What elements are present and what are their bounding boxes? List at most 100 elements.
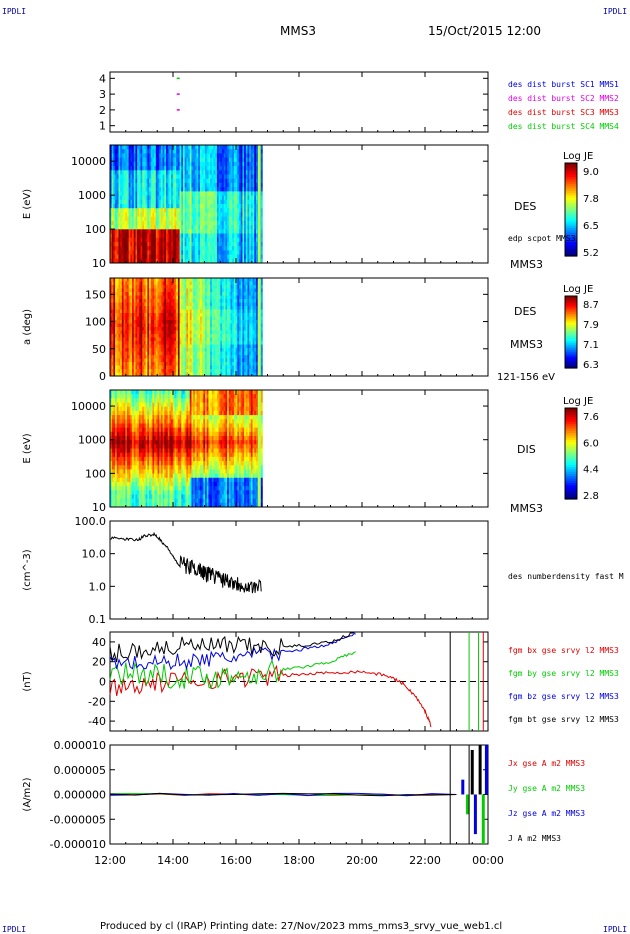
spectrogram-cell — [137, 195, 140, 201]
spectrogram-cell — [164, 199, 167, 205]
y-tick-label: 1 — [99, 120, 106, 133]
spectrogram-cell — [120, 149, 123, 154]
spectrogram-cell — [157, 199, 160, 205]
spectrogram-cell — [110, 233, 113, 239]
spectrogram-cell — [159, 174, 162, 180]
spectrogram-cell — [157, 182, 160, 188]
spectrogram-cell — [152, 149, 155, 154]
spectrogram-cell — [125, 229, 128, 234]
spectrogram-cell — [137, 246, 140, 251]
spectrogram-cell — [123, 161, 126, 167]
spectrogram-cell — [121, 246, 125, 251]
spectrogram-cell — [115, 241, 118, 247]
spectrogram-cell — [120, 233, 123, 239]
spectrogram-cell — [132, 153, 135, 159]
spectrogram-cell — [138, 195, 142, 201]
spectrogram-cell — [120, 187, 123, 192]
spectrogram-cell — [149, 204, 152, 209]
spectrogram-cell — [159, 250, 162, 256]
spectrogram-cell — [154, 220, 157, 226]
spectrogram-cell — [123, 246, 126, 251]
spectrogram-cell — [121, 220, 125, 226]
spectrogram-cell — [123, 216, 126, 222]
spectrogram-cell — [132, 149, 135, 154]
spectrogram-cell — [142, 149, 145, 154]
spectrogram-cell — [132, 246, 135, 251]
spectrogram-cell — [135, 191, 138, 197]
spectrogram-cell — [111, 237, 114, 243]
spectrogram-cell — [125, 195, 128, 201]
spectrogram-cell — [160, 153, 164, 159]
spectrogram-cell — [152, 216, 155, 222]
spectrogram-cell — [126, 246, 130, 251]
spectrogram-cell — [115, 166, 118, 171]
colorbar-tick-label: 6.5 — [583, 221, 599, 232]
spectrogram-cell — [132, 258, 135, 264]
spectrogram-cell — [137, 170, 140, 175]
spectrogram-cell — [140, 233, 143, 239]
spectrogram-cell — [110, 246, 113, 251]
spectrogram-cell — [147, 149, 150, 154]
spectrogram-cell — [157, 220, 160, 226]
spectrogram-cell — [159, 204, 162, 209]
spectrogram-cell — [155, 170, 159, 175]
spectrogram-cell — [123, 153, 126, 159]
data-edge-strip — [257, 145, 261, 263]
spectrogram-cell — [128, 157, 131, 163]
spectrogram-cell — [110, 212, 113, 218]
spectrogram-cell — [133, 182, 136, 188]
spectrogram-cell — [130, 170, 133, 175]
spectrogram-cell — [120, 258, 123, 264]
spectrogram-cell — [154, 182, 157, 188]
spectrogram-cell — [113, 161, 116, 167]
spectrogram-cell — [118, 166, 121, 171]
spectrogram-cell — [157, 258, 160, 264]
spectrogram-cell — [159, 208, 162, 213]
spectrogram-cell — [132, 237, 135, 243]
spectrogram-cell — [120, 250, 123, 256]
spectrogram-cell — [160, 199, 164, 205]
spectrogram-cell — [155, 187, 159, 192]
spectrogram-cell — [145, 170, 148, 175]
spectrogram-cell — [154, 208, 157, 213]
spectrogram-cell — [113, 220, 116, 226]
spectrogram-cell — [135, 170, 138, 175]
spectrogram-cell — [143, 182, 147, 188]
spectrogram-cell — [164, 161, 167, 167]
spectrogram-cell — [110, 149, 113, 154]
spectrogram-cell — [154, 237, 157, 243]
spectrogram-cell — [155, 225, 159, 230]
spectrogram-cell — [149, 195, 152, 201]
spectrogram-cell — [149, 237, 152, 243]
spectrogram-cell — [130, 199, 133, 205]
spectrogram-cell — [162, 237, 165, 243]
spectrogram-cell — [121, 250, 125, 256]
spectrogram-cell — [126, 157, 130, 163]
spectrogram-cell — [142, 237, 145, 243]
spectrogram-cell — [138, 212, 142, 218]
spectrogram-cell — [147, 212, 150, 218]
spectrogram-cell — [130, 174, 133, 180]
spectrogram-cell — [154, 149, 157, 154]
spectrogram-cell — [125, 191, 128, 197]
spectrogram-cell — [143, 246, 147, 251]
spectrogram-cell — [121, 187, 125, 192]
spectrogram-cell — [164, 145, 167, 150]
spectrogram-cell — [157, 170, 160, 175]
spectrogram-cell — [160, 241, 164, 247]
spectrogram-cell — [142, 258, 145, 264]
colorbar-tick-label: 5.2 — [583, 248, 599, 259]
spectrogram-cell — [128, 191, 131, 197]
spectrogram-cell — [137, 212, 140, 218]
spectrogram-cell — [160, 157, 164, 163]
spectrogram-cell — [164, 233, 167, 239]
spectrogram-cell — [111, 225, 114, 230]
spectrogram-cell — [110, 170, 113, 175]
spectrogram-cell — [142, 157, 145, 163]
spectrogram-cell — [157, 216, 160, 222]
spectrogram-cell — [128, 187, 131, 192]
spectrogram-cell — [113, 191, 116, 197]
spectrogram-cell — [138, 157, 142, 163]
spectrogram-cell — [154, 161, 157, 167]
spectrogram-cell — [154, 153, 157, 159]
